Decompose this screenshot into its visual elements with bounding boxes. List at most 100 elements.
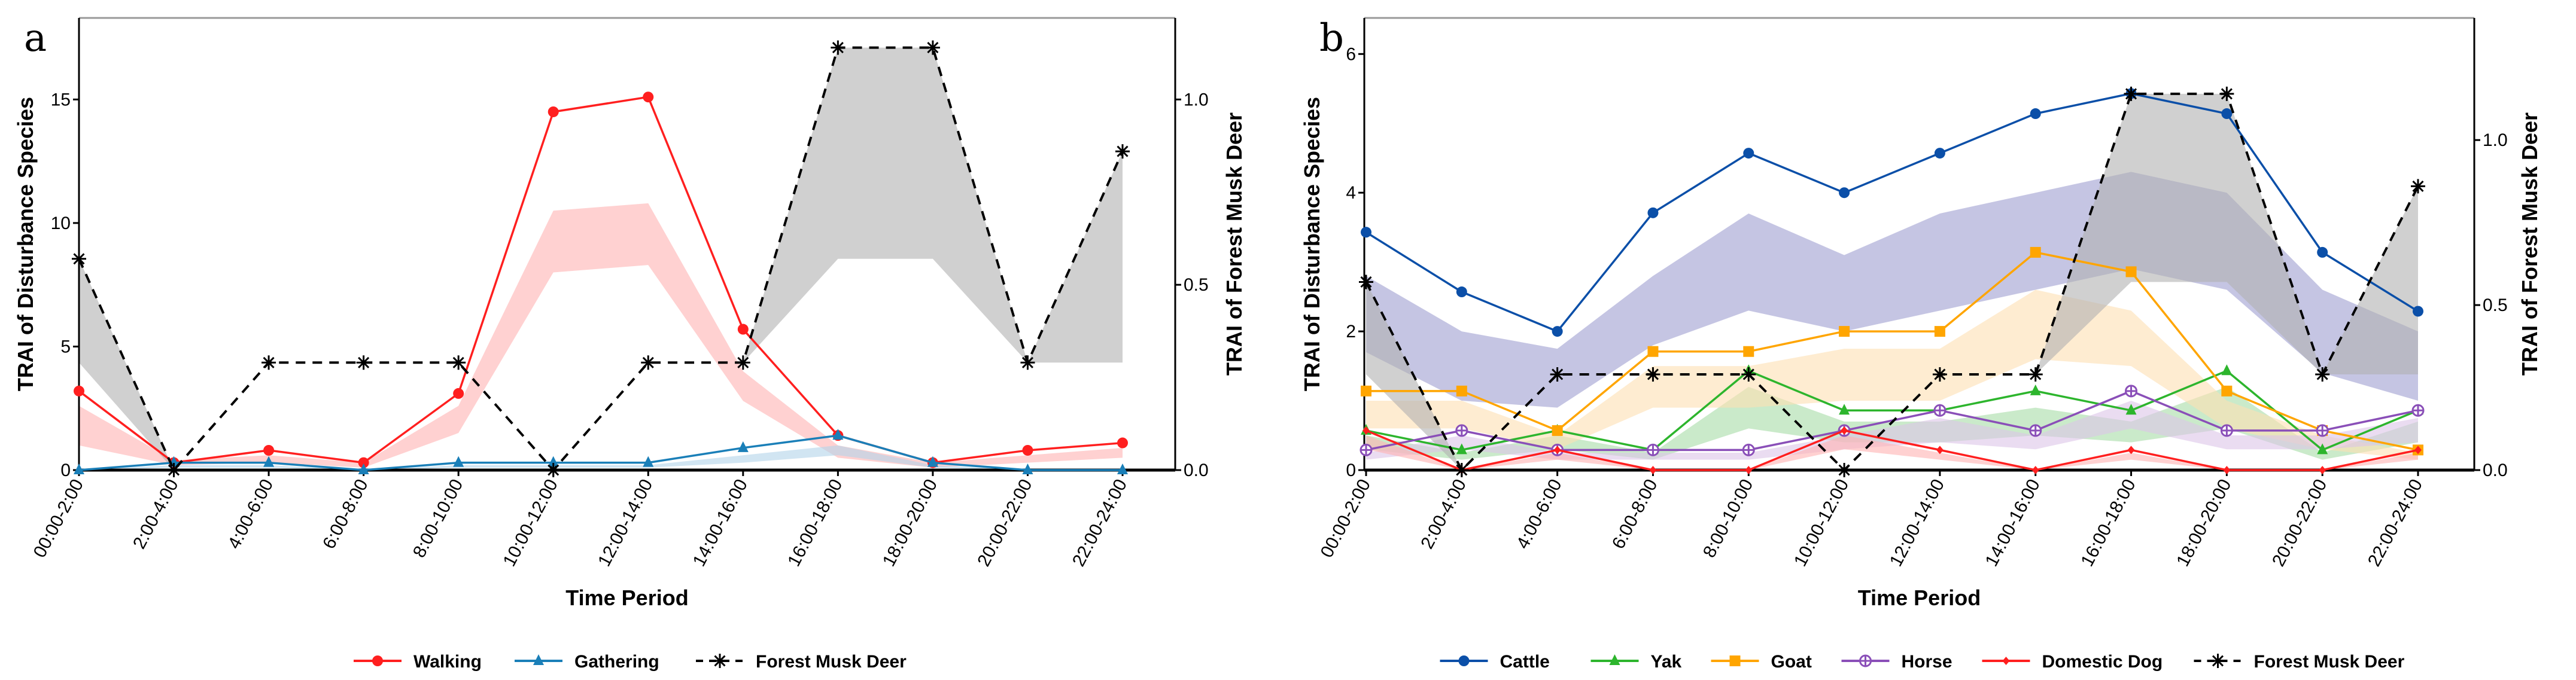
data-point	[832, 429, 844, 440]
data-point	[2031, 466, 2039, 474]
data-point	[1117, 464, 1128, 474]
data-point	[643, 92, 654, 103]
legend-marker	[1458, 655, 1470, 666]
data-point	[1647, 346, 1659, 357]
data-point	[74, 464, 84, 474]
data-point	[1022, 444, 1033, 456]
data-point	[1839, 326, 1850, 337]
x-tick-label: 00:00-2:00	[1317, 476, 1374, 561]
x-tick-label: 8:00-10:00	[409, 476, 467, 561]
x-tick-label: 4:00-6:00	[1513, 476, 1566, 552]
legend: Cattle Yak Goat Horse Domestic Dog Forest Mus…	[1440, 652, 2405, 672]
data-point	[1647, 207, 1659, 218]
data-point	[1741, 367, 1756, 382]
band-goat	[1366, 289, 2418, 460]
legend-marker	[1729, 655, 1741, 666]
series-line	[78, 96, 1123, 464]
data-point-cross	[1934, 405, 1945, 416]
legend-marker	[713, 654, 727, 668]
data-point	[1742, 443, 1755, 456]
y-tick-label: 6	[1346, 44, 1356, 64]
y-axis-title: TRAI of Disturbance Species	[13, 97, 38, 391]
data-point	[1934, 326, 1945, 337]
data-point	[2028, 367, 2043, 382]
data-point	[1839, 404, 1850, 415]
x-tick-label: 22:00-24:00	[2364, 476, 2426, 570]
data-point	[1745, 466, 1753, 474]
data-point-cross	[2317, 425, 2328, 436]
x-tick-label: 14:00-16:00	[689, 476, 752, 570]
data-point	[1552, 326, 1563, 337]
data-point	[2414, 446, 2422, 455]
legend-item: Yak	[1590, 652, 1682, 672]
data-point	[548, 456, 559, 467]
y-tick-label: 0	[1346, 461, 1356, 480]
data-point	[2219, 86, 2234, 101]
data-point	[2125, 266, 2137, 278]
legend-marker	[2002, 657, 2010, 665]
x-tick-label: 20:00-22:00	[974, 476, 1036, 570]
data-point	[1936, 446, 1944, 455]
y2-tick-label: 0.5	[1184, 275, 1209, 295]
series-line	[1365, 370, 2419, 452]
legend-item: Goat	[1711, 652, 1812, 672]
data-point	[1455, 424, 1468, 437]
data-point	[1934, 148, 1945, 159]
data-point	[1743, 346, 1754, 357]
data-point	[2411, 179, 2425, 194]
y2-tick-label: 0.5	[2483, 295, 2508, 315]
data-point	[927, 456, 938, 467]
data-point	[2319, 466, 2326, 474]
x-tick-label: 2:00-4:00	[129, 476, 183, 552]
legend-marker	[1609, 654, 1620, 665]
series-line	[1365, 92, 2419, 333]
x-tick-label: 10:00-12:00	[1790, 476, 1853, 570]
data-point	[1360, 443, 1373, 456]
legend-marker	[533, 654, 544, 665]
series-line	[1365, 92, 2419, 472]
data-point	[2125, 404, 2137, 415]
data-point	[2221, 108, 2233, 120]
panel-label: b	[1319, 16, 1344, 60]
y-axis-title: TRAI of Disturbance Species	[1300, 97, 1324, 391]
x-tick-label: 6:00-8:00	[1608, 476, 1662, 552]
y2-tick-label: 1.0	[2483, 130, 2508, 150]
data-point	[2221, 364, 2233, 376]
legend-label: Forest Musk Deer	[756, 652, 907, 672]
panel-b: 0 2 4 6 0.0 0.5 1.0 00:00-2:00 2:00-4:00 4:00-6:0…	[1300, 16, 2542, 672]
data-point	[2029, 424, 2042, 437]
data-point	[1456, 286, 1467, 298]
data-point	[2411, 404, 2425, 417]
legend-label: Walking	[413, 652, 482, 672]
legend-marker	[2210, 654, 2225, 668]
data-point	[2030, 108, 2041, 120]
y-tick-label: 2	[1346, 322, 1356, 341]
y-tick-label: 0	[60, 461, 71, 480]
data-point	[643, 456, 654, 467]
legend-label: Forest Musk Deer	[2254, 652, 2405, 672]
data-point	[737, 324, 749, 335]
x-tick-label: 12:00-14:00	[1886, 476, 1948, 570]
data-point	[1456, 443, 1467, 455]
panel-label: a	[24, 16, 47, 60]
legend-marker	[1859, 654, 1872, 667]
series-forest-musk-deer	[72, 40, 1130, 477]
y2-tick-label: 0.0	[2483, 461, 2508, 480]
band-forest-musk-deer	[79, 47, 1123, 470]
data-point-cross	[2030, 425, 2041, 436]
data-point	[1361, 385, 1371, 397]
data-point	[1454, 463, 1469, 477]
data-point	[1839, 187, 1850, 199]
x-tick-label: 16:00-18:00	[2077, 476, 2139, 570]
data-point-cross	[2413, 405, 2423, 416]
x-axis-title: Time Period	[565, 586, 688, 610]
data-point	[1361, 227, 1371, 238]
series-line	[1366, 251, 2419, 452]
data-point	[2127, 446, 2135, 455]
data-point	[72, 251, 86, 266]
data-point	[2124, 86, 2139, 101]
data-point	[548, 106, 559, 117]
data-point	[1117, 437, 1128, 449]
series-horse	[1360, 385, 2425, 456]
data-point-cross	[1456, 425, 1467, 436]
